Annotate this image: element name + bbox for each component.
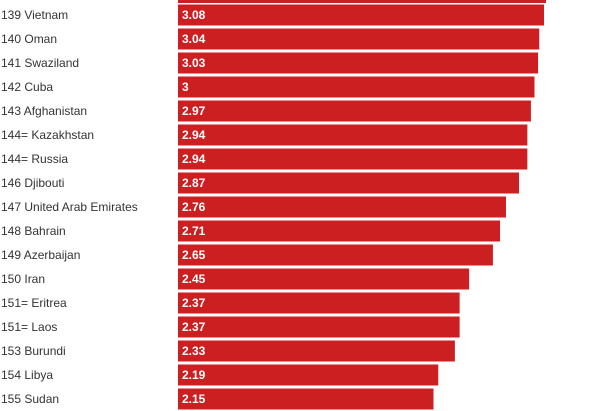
bar (178, 244, 493, 266)
row-label: 154 Libya (1, 368, 53, 382)
bar (178, 52, 539, 74)
bar (178, 148, 528, 170)
bar (178, 340, 455, 362)
value-label: 2.87 (182, 176, 206, 190)
bar (178, 388, 434, 410)
bar (178, 316, 460, 338)
bar (178, 268, 470, 290)
value-label: 2.15 (182, 392, 206, 406)
chart-rows: 139 Vietnam 3.08 140 Oman 3.04 141 Swaziland… (1, 4, 544, 410)
row-label: 155 Sudan (1, 392, 59, 406)
row-label: 141 Swaziland (1, 56, 79, 70)
row-label: 151= Laos (1, 320, 57, 334)
row-label: 149 Azerbaijan (1, 248, 80, 262)
bar (178, 100, 531, 122)
value-label: 2.97 (182, 104, 206, 118)
bar (178, 4, 544, 26)
value-label: 2.76 (182, 200, 206, 214)
value-label: 3.03 (182, 56, 206, 70)
bar (178, 76, 535, 98)
row-label: 151= Eritrea (1, 296, 67, 310)
row-label: 144= Kazakhstan (1, 128, 94, 142)
value-label: 3 (182, 80, 189, 94)
row-label: 142 Cuba (1, 80, 53, 94)
row-label: 153 Burundi (1, 344, 66, 358)
row-label: 143 Afghanistan (1, 104, 87, 118)
bar (178, 364, 439, 386)
row-label: 140 Oman (1, 32, 57, 46)
bar (178, 172, 520, 194)
value-label: 3.04 (182, 32, 206, 46)
value-label: 3.08 (182, 8, 206, 22)
value-label: 2.37 (182, 320, 206, 334)
value-label: 2.65 (182, 248, 206, 262)
row-label: 150 Iran (1, 272, 45, 286)
value-label: 2.33 (182, 344, 206, 358)
bar (178, 28, 540, 50)
row-label: 148 Bahrain (1, 224, 66, 238)
previous-bar-edge (178, 0, 546, 3)
bar (178, 220, 501, 242)
row-label: 147 United Arab Emirates (1, 200, 138, 214)
bar (178, 196, 506, 218)
value-label: 2.94 (182, 152, 206, 166)
row-label: 146 Djibouti (1, 176, 64, 190)
value-label: 2.19 (182, 368, 206, 382)
row-label: 139 Vietnam (1, 8, 68, 22)
row-label: 144= Russia (1, 152, 68, 166)
bar (178, 124, 528, 146)
value-label: 2.71 (182, 224, 206, 238)
value-label: 2.45 (182, 272, 206, 286)
value-label: 2.94 (182, 128, 206, 142)
value-label: 2.37 (182, 296, 206, 310)
bar (178, 292, 460, 314)
